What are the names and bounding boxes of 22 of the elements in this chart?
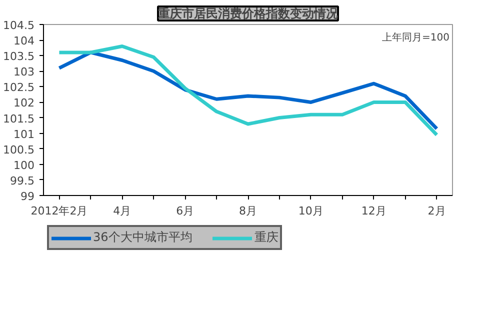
x-tick-label: 12月 [361,204,386,218]
x-tick-label: 6月 [176,204,194,218]
x-tick-label: 2月 [428,204,446,218]
y-tick-label: 103.5 [3,50,35,64]
x-tick-label: 4月 [113,204,132,218]
y-tick-label: 104.5 [3,19,35,32]
annotation: 上年同月=100 [382,32,450,44]
legend-label: 重庆 [254,229,278,246]
y-tick-label: 100.5 [3,143,35,156]
x-tick-label: 10月 [298,204,324,218]
y-tick-label: 103 [14,66,35,79]
x-tick-label: 2012年2月 [30,204,88,218]
x-tick-label: 8月 [239,204,257,218]
y-tick-label: 101 [14,128,35,141]
y-tick-label: 99 [20,190,35,203]
y-tick-label: 101.5 [3,112,35,126]
y-tick-label: 104 [14,34,35,48]
y-tick-label: 100 [14,158,35,172]
y-tick-label: 99.5 [10,174,35,188]
y-tick-label: 102.5 [3,81,35,94]
legend-label: 36个大中城市平均 [93,229,192,246]
y-tick-label: 102 [14,96,35,110]
